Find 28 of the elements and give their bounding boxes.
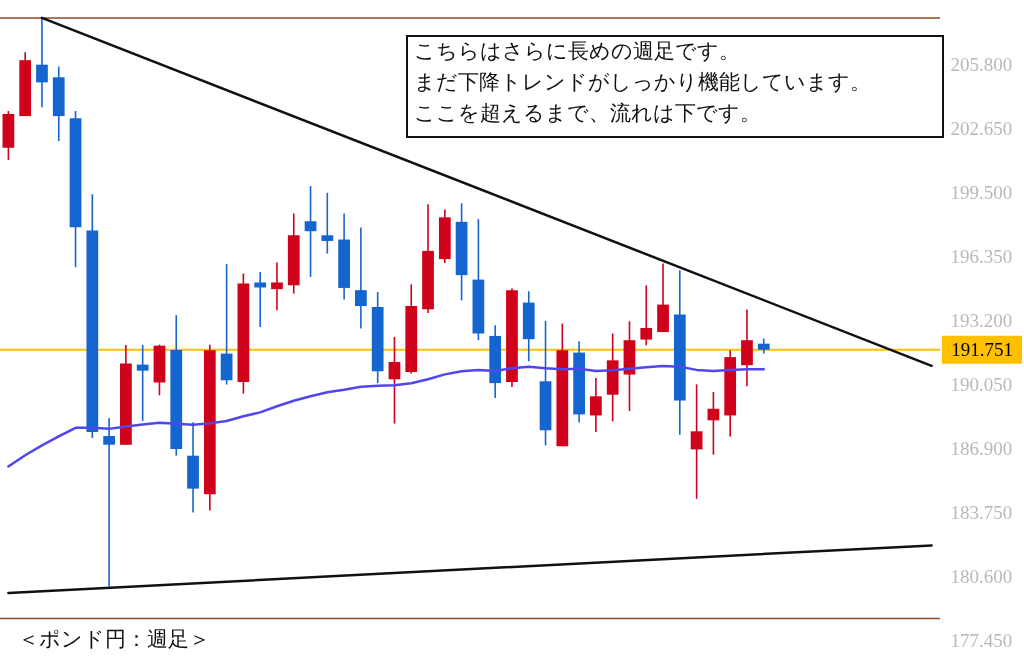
candlestick (590, 377, 602, 433)
annotation: ここを超えるまで、流れは下です。 (414, 101, 761, 125)
y-tick-label: 193.200 (950, 309, 1013, 331)
y-tick-label: 180.600 (950, 565, 1013, 587)
candlestick (254, 271, 267, 328)
line-series (7, 364, 765, 468)
candlestick (690, 383, 703, 500)
y-tick-label: 177.450 (950, 630, 1013, 652)
annotation: こちらはさらに長めの週足です。 (414, 39, 740, 63)
y-tick-label: 205.800 (950, 53, 1013, 75)
candlestick (136, 344, 149, 422)
ref-line-label: 191.751 (951, 338, 1013, 360)
candlestick (640, 284, 653, 347)
candlestick (304, 185, 317, 278)
candlestick (321, 191, 334, 255)
y-tick-label: 186.900 (950, 437, 1013, 459)
y-tick-label: 199.500 (950, 181, 1013, 203)
annotation: ＜ポンド円：週足＞ (18, 627, 210, 651)
candlestick (271, 261, 283, 312)
y-tick-label: 190.050 (950, 373, 1013, 395)
y-tick-label: 183.750 (950, 501, 1013, 523)
y-tick-label: 196.350 (950, 245, 1013, 267)
candlestick (36, 17, 48, 109)
candlestick (355, 226, 367, 330)
candlestick (388, 336, 401, 425)
annotation: まだ下降トレンドがしっかり機能しています。 (414, 70, 871, 94)
y-tick-label: 202.650 (950, 117, 1013, 139)
candlestick (103, 417, 115, 588)
